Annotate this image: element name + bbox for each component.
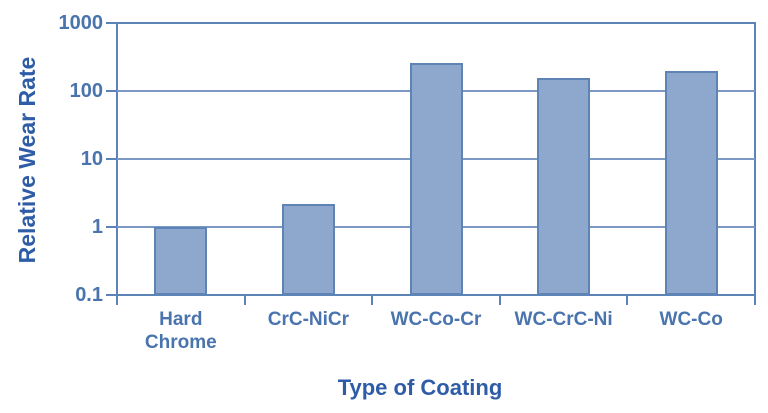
y-axis-tick xyxy=(106,22,117,24)
category-label-line: WC-Co-Cr xyxy=(390,309,482,330)
category-label-line: WC-Co xyxy=(659,309,723,330)
category-label: WC-CrC-Ni xyxy=(500,308,628,331)
y-axis-tick xyxy=(106,294,117,296)
y-tick-label: 10 xyxy=(80,148,103,170)
category-label-line: WC-CrC-Ni xyxy=(514,309,613,330)
category-label: CrC-NiCr xyxy=(245,308,373,331)
bar xyxy=(154,227,208,295)
x-axis-tick xyxy=(116,296,118,305)
category-label-line: Hard xyxy=(159,309,203,330)
y-axis-tick xyxy=(106,226,117,228)
category-label-line: CrC-NiCr xyxy=(267,309,350,330)
y-tick-label: 1000 xyxy=(58,12,104,34)
category-label: WC-Co-Cr xyxy=(372,308,500,331)
x-axis-tick xyxy=(371,296,374,305)
x-axis-tick xyxy=(243,296,246,305)
y-tick-label: 1 xyxy=(91,216,103,238)
bar xyxy=(537,78,591,295)
y-tick-label: 0.1 xyxy=(75,284,103,306)
y-tick-label: 100 xyxy=(69,80,103,102)
bar xyxy=(664,71,718,295)
category-label: WC-Co xyxy=(627,308,755,331)
x-axis-tick xyxy=(754,296,756,305)
category-label-line: Chrome xyxy=(144,332,217,353)
category-label: Hard Chrome xyxy=(117,308,245,354)
bar xyxy=(281,203,335,295)
bar xyxy=(409,62,463,295)
x-axis-tick xyxy=(626,296,629,305)
x-axis-title: Type of Coating xyxy=(337,375,503,400)
y-axis-tick xyxy=(106,158,117,160)
x-axis-tick xyxy=(498,296,501,305)
y-axis-tick xyxy=(106,90,117,92)
